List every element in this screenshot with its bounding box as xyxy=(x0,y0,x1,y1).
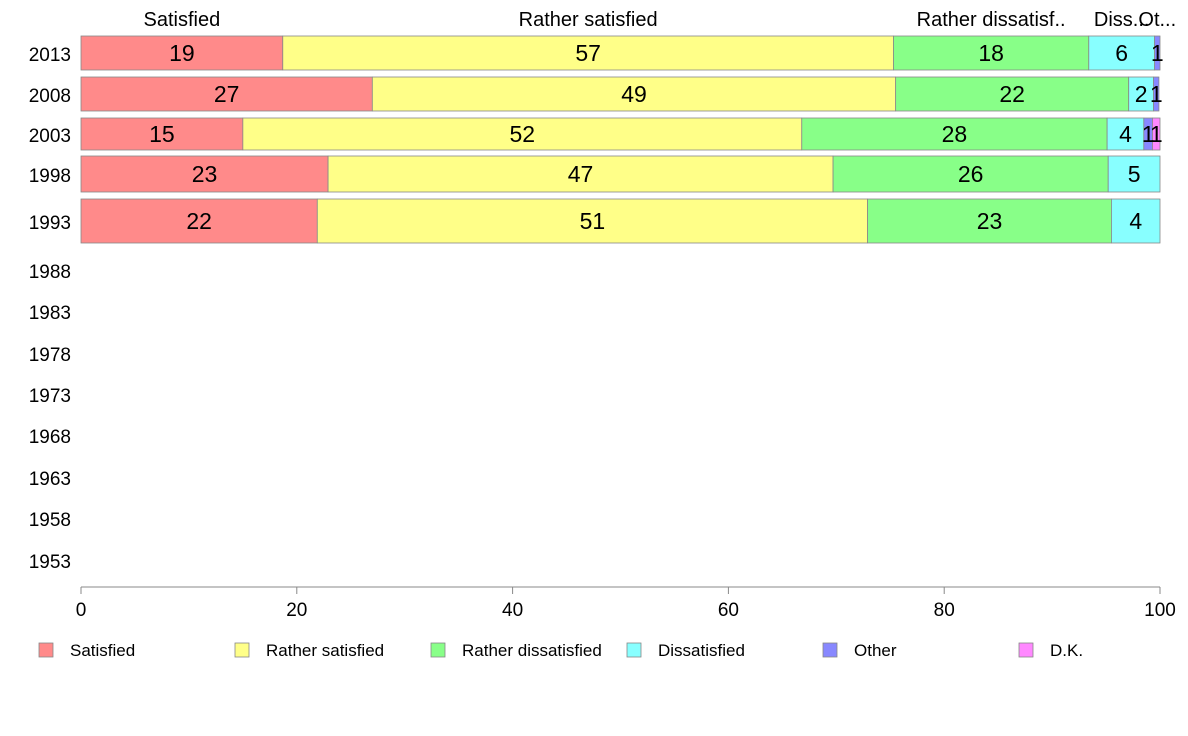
legend-swatch xyxy=(626,642,642,658)
y-tick-label: 2003 xyxy=(29,126,71,147)
y-tick-label: 1968 xyxy=(29,427,71,448)
bar-segment xyxy=(832,155,1109,193)
data-label: 28 xyxy=(942,121,968,147)
bar-segment xyxy=(1111,198,1161,244)
legend-label: Other xyxy=(854,641,897,660)
data-label: 6 xyxy=(1115,40,1128,66)
legend-label: Dissatisfied xyxy=(658,641,745,660)
y-tick-label: 1993 xyxy=(29,213,71,234)
bar-segment xyxy=(282,35,894,71)
data-label: 1 xyxy=(1142,121,1155,147)
y-tick-label: 2013 xyxy=(29,45,71,66)
legend-swatch xyxy=(822,642,838,658)
y-tick-label: 1973 xyxy=(29,386,71,407)
data-label: 18 xyxy=(978,40,1004,66)
column-header: Diss... xyxy=(1094,9,1150,31)
bar-segment xyxy=(242,117,803,151)
legend: Satisfied Rather satisfied Rather dissatis… xyxy=(38,641,1083,660)
bar-segment xyxy=(1128,76,1154,112)
data-label: 52 xyxy=(510,121,536,147)
column-header: Rather dissatisf.. xyxy=(917,9,1066,31)
x-axis: 0 20 40 60 80 100 xyxy=(76,586,1176,621)
legend-item: Rather dissatisfied xyxy=(430,641,602,660)
legend-swatch xyxy=(430,642,446,658)
data-label: 1 xyxy=(1150,81,1163,107)
bar-segment xyxy=(1152,117,1161,151)
data-label: 19 xyxy=(169,40,195,66)
bar-segment xyxy=(801,117,1108,151)
y-tick-label: 1983 xyxy=(29,303,71,324)
data-label: 47 xyxy=(568,161,594,187)
data-label: 22 xyxy=(999,81,1025,107)
data-label: 1 xyxy=(1150,121,1163,147)
column-header: Ot... xyxy=(1138,9,1176,31)
data-label: 1 xyxy=(1151,40,1164,66)
data-label: 23 xyxy=(977,208,1003,234)
x-tick-label: 80 xyxy=(934,600,955,621)
y-tick-label: 1953 xyxy=(29,552,71,573)
column-header: Satisfied xyxy=(144,9,221,31)
data-label: 4 xyxy=(1119,121,1132,147)
bar-segment xyxy=(1154,35,1161,71)
legend-label: Rather satisfied xyxy=(266,641,384,660)
bar-segment xyxy=(867,198,1112,244)
bar-segment xyxy=(80,155,329,193)
data-label: 22 xyxy=(186,208,212,234)
legend-item: Rather satisfied xyxy=(234,641,384,660)
data-label: 5 xyxy=(1128,161,1141,187)
legend-swatch xyxy=(1018,642,1034,658)
column-header: Rather satisfied xyxy=(519,9,658,31)
legend-label: Rather dissatisfied xyxy=(462,641,602,660)
x-tick-label: 0 xyxy=(76,600,87,621)
legend-swatch xyxy=(234,642,250,658)
y-tick-label: 1963 xyxy=(29,469,71,490)
bar-segment xyxy=(80,198,318,244)
bar-segment xyxy=(1107,155,1161,193)
y-tick-label: 1958 xyxy=(29,510,71,531)
y-axis-labels: 2013 2008 2003 1998 1993 1988 1983 1978 1973 1968… xyxy=(29,45,71,573)
column-headers: Satisfied Rather satisfied Rather dissatis… xyxy=(144,9,1177,31)
data-label: 27 xyxy=(214,81,240,107)
data-label: 4 xyxy=(1129,208,1142,234)
data-label: 23 xyxy=(192,161,218,187)
data-label: 2 xyxy=(1135,81,1148,107)
bar-segment xyxy=(316,198,868,244)
x-tick-label: 60 xyxy=(718,600,739,621)
y-tick-label: 2008 xyxy=(29,86,71,107)
data-label: 51 xyxy=(580,208,606,234)
data-label: 26 xyxy=(958,161,984,187)
x-tick-label: 20 xyxy=(286,600,307,621)
y-tick-label: 1998 xyxy=(29,166,71,187)
bar-segment xyxy=(80,117,244,151)
bar-segment xyxy=(371,76,897,112)
x-tick-label: 40 xyxy=(502,600,523,621)
data-label: 49 xyxy=(621,81,647,107)
bar-segment xyxy=(1153,76,1160,112)
y-tick-label: 1978 xyxy=(29,345,71,366)
data-label: 15 xyxy=(149,121,175,147)
bar-segment xyxy=(327,155,834,193)
x-tick-label: 100 xyxy=(1144,600,1176,621)
legend-item: D.K. xyxy=(1018,641,1083,660)
legend-item: Other xyxy=(822,641,897,660)
bar-segment xyxy=(80,76,373,112)
data-label: 57 xyxy=(575,40,601,66)
y-tick-label: 1988 xyxy=(29,262,71,283)
legend-swatch xyxy=(38,642,54,658)
legend-label: D.K. xyxy=(1050,641,1083,660)
bar-segment xyxy=(895,76,1130,112)
legend-item: Satisfied xyxy=(38,641,135,660)
legend-item: Dissatisfied xyxy=(626,641,745,660)
legend-label: Satisfied xyxy=(70,641,135,660)
